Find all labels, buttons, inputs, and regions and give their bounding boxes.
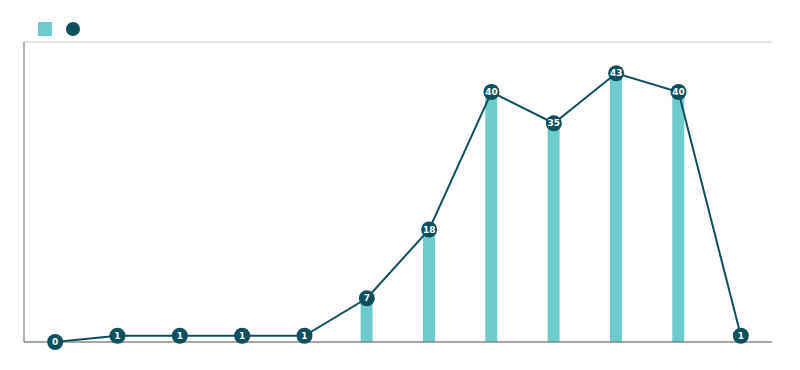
svg-text:0: 0: [52, 337, 58, 347]
svg-text:1: 1: [114, 331, 120, 341]
svg-text:7: 7: [364, 293, 370, 303]
svg-text:40: 40: [672, 87, 685, 97]
svg-text:43: 43: [610, 68, 623, 78]
svg-text:18: 18: [423, 225, 436, 235]
svg-text:1: 1: [738, 331, 744, 341]
svg-text:1: 1: [301, 331, 307, 341]
svg-text:1: 1: [177, 331, 183, 341]
svg-text:35: 35: [548, 118, 561, 128]
svg-text:40: 40: [485, 87, 498, 97]
svg-text:1: 1: [239, 331, 245, 341]
